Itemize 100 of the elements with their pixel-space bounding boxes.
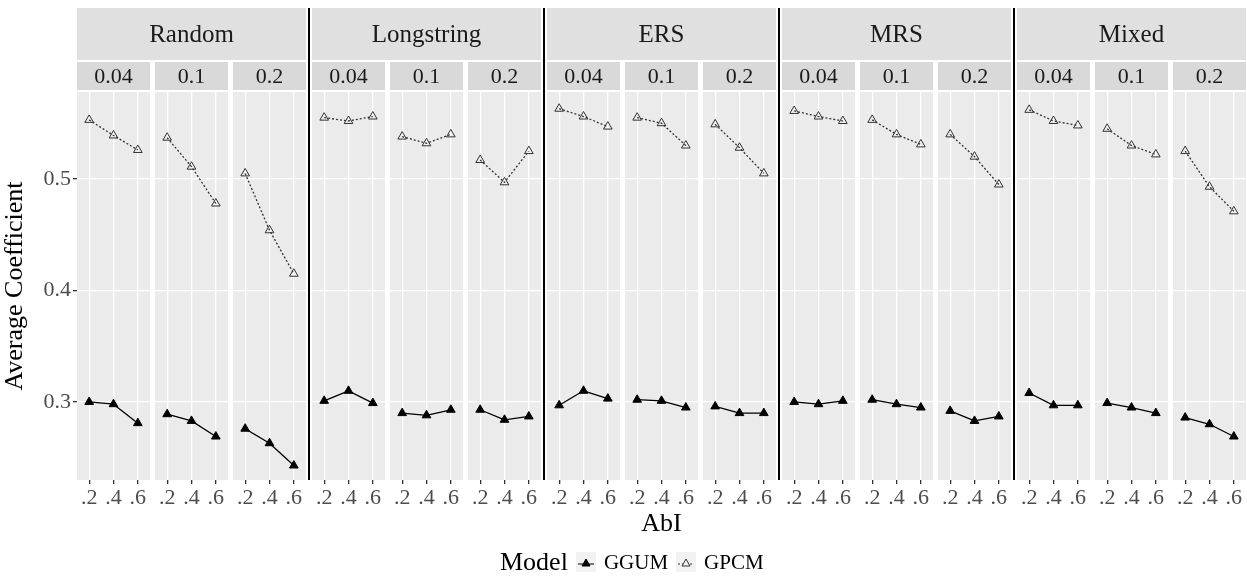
y-tick-label: 0.4 xyxy=(43,276,71,302)
x-tick-label: .6 xyxy=(755,483,773,509)
point xyxy=(603,393,613,402)
x-tick-label: .6 xyxy=(129,483,147,509)
x-tick-label: .2 xyxy=(1020,483,1038,509)
x-tick-label: .2 xyxy=(80,483,98,509)
point xyxy=(838,115,848,124)
point xyxy=(1073,119,1083,129)
x-tick-label: .2 xyxy=(471,483,489,509)
chart-subtitle: 0.2 xyxy=(233,62,306,90)
point xyxy=(1180,412,1190,421)
point xyxy=(84,114,94,123)
x-tick-label: .2 xyxy=(550,483,568,509)
chart-title: Random xyxy=(77,8,306,60)
point xyxy=(813,111,824,120)
x-tick-label: .4 xyxy=(340,483,357,509)
point xyxy=(84,396,94,405)
point xyxy=(681,402,691,411)
point xyxy=(813,398,824,408)
point xyxy=(1024,387,1034,397)
x-tick-label: .2 xyxy=(628,483,646,509)
point xyxy=(656,395,667,404)
point xyxy=(162,408,172,418)
x-tick-label: .2 xyxy=(785,483,803,509)
chart-subtitle: 0.1 xyxy=(860,62,933,90)
point xyxy=(475,154,485,164)
point xyxy=(397,131,407,140)
legend-title: Model xyxy=(500,547,568,577)
x-tick-label: .6 xyxy=(834,483,852,509)
point xyxy=(133,417,143,427)
point xyxy=(1229,431,1239,440)
point xyxy=(867,114,877,123)
point xyxy=(186,415,197,424)
point xyxy=(186,161,197,170)
point xyxy=(1151,407,1161,417)
x-tick-label: .6 xyxy=(1147,483,1165,509)
point xyxy=(838,395,848,404)
x-axis-title: AbI xyxy=(640,508,683,538)
chart-subtitle: 0.1 xyxy=(1095,62,1168,90)
chart-subtitle: 0.2 xyxy=(938,62,1011,90)
chart-subtitle: 0.1 xyxy=(155,62,228,90)
point xyxy=(867,394,877,403)
point xyxy=(1126,140,1137,149)
point xyxy=(319,395,329,404)
chart-subtitle: 0.1 xyxy=(390,62,463,90)
point xyxy=(397,407,407,417)
point xyxy=(632,112,642,121)
x-tick-label: .2 xyxy=(1098,483,1116,509)
point xyxy=(681,140,691,149)
point xyxy=(108,129,119,139)
x-tick-label: .4 xyxy=(1123,483,1140,509)
x-tick-label: .6 xyxy=(599,483,617,509)
point xyxy=(421,137,432,147)
x-tick-label: .4 xyxy=(418,483,435,509)
point xyxy=(1102,123,1112,132)
y-tick-label: 0.3 xyxy=(43,387,71,413)
x-tick-label: .2 xyxy=(941,483,959,509)
x-tick-label: .2 xyxy=(236,483,254,509)
x-tick-label: .6 xyxy=(677,483,695,509)
chart-title: MRS xyxy=(782,8,1011,60)
point xyxy=(240,423,250,432)
x-tick-label: .2 xyxy=(158,483,176,509)
point xyxy=(264,224,275,234)
x-tick-label: .2 xyxy=(393,483,411,509)
x-tick-label: .4 xyxy=(183,483,200,509)
x-tick-label: .6 xyxy=(285,483,303,509)
point xyxy=(969,151,980,160)
x-tick-label: .6 xyxy=(442,483,460,509)
x-tick-label: .6 xyxy=(1069,483,1087,509)
legend-label: GPCM xyxy=(704,549,764,575)
point xyxy=(499,176,510,186)
x-tick-label: .2 xyxy=(706,483,724,509)
point xyxy=(916,138,926,148)
x-tick-label: .4 xyxy=(1201,483,1218,509)
point xyxy=(368,397,378,407)
chart-title: Mixed xyxy=(1017,8,1246,60)
point xyxy=(162,132,172,141)
x-tick-label: .4 xyxy=(810,483,827,509)
x-tick-label: .4 xyxy=(105,483,122,509)
x-tick-label: .6 xyxy=(520,483,538,509)
legend-label: GGUM xyxy=(603,549,669,575)
x-tick-label: .6 xyxy=(364,483,382,509)
chart-subtitle: 0.04 xyxy=(782,62,855,90)
point xyxy=(524,145,534,155)
x-tick-label: .2 xyxy=(1176,483,1194,509)
point xyxy=(289,460,299,469)
point xyxy=(578,385,589,394)
point xyxy=(1102,397,1112,407)
point xyxy=(789,105,799,114)
chart-subtitle: 0.2 xyxy=(468,62,541,90)
x-tick-label: .4 xyxy=(731,483,748,509)
chart-subtitle: 0.2 xyxy=(703,62,776,90)
point xyxy=(916,402,926,411)
x-tick-label: .6 xyxy=(912,483,930,509)
point xyxy=(421,409,432,419)
chart-subtitle: 0.04 xyxy=(312,62,385,90)
point xyxy=(1048,115,1059,124)
point xyxy=(1180,145,1190,155)
x-tick-label: .6 xyxy=(990,483,1008,509)
point xyxy=(1048,399,1059,409)
